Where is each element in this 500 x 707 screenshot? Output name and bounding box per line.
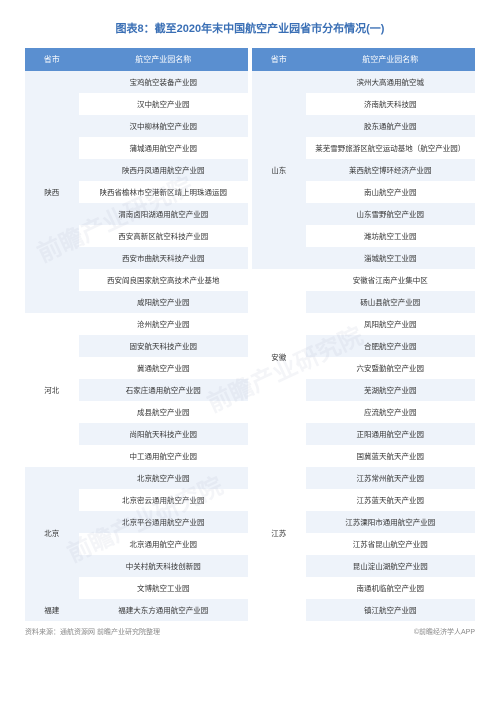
park-name-cell: 汉中航空产业园: [79, 93, 248, 115]
park-name-cell: 福建大东方通用航空产业园: [79, 599, 248, 621]
park-name-cell: 潍坊航空工业园: [306, 225, 475, 247]
park-name-cell: 安徽省江南产业集中区: [306, 269, 475, 291]
park-name-cell: 沧州航空产业园: [79, 313, 248, 335]
park-name-cell: 蒲城通用航空产业园: [79, 137, 248, 159]
right-table: 省市 航空产业园名称 山东滨州大高通用航空城济南航天科技园胶东通航产业园莱芜雪野…: [252, 48, 475, 621]
park-name-cell: 冀通航空产业园: [79, 357, 248, 379]
park-name-cell: 淄城航空工业园: [306, 247, 475, 269]
province-cell: 江苏: [252, 445, 306, 621]
table-row: 安徽安徽省江南产业集中区: [252, 269, 475, 291]
table-row: 福建福建大东方通用航空产业园: [25, 599, 248, 621]
app-credit: ©前瞻经济学人APP: [414, 627, 475, 637]
park-name-cell: 石家庄通用航空产业园: [79, 379, 248, 401]
footer: 资料来源：通航资源网 前瞻产业研究院整理 ©前瞻经济学人APP: [25, 627, 475, 637]
park-name-cell: 成县航空产业园: [79, 401, 248, 423]
left-table: 省市 航空产业园名称 陕西宝鸡航空装备产业园汉中航空产业园汉中柳林航空产业园蒲城…: [25, 48, 248, 621]
park-name-cell: 文博航空工业园: [79, 577, 248, 599]
park-name-cell: 西安阎良国家航空高技术产业基地: [79, 269, 248, 291]
park-name-cell: 芜湖航空产业园: [306, 379, 475, 401]
park-name-cell: 北京密云通用航空产业园: [79, 489, 248, 511]
source-text: 资料来源：通航资源网 前瞻产业研究院整理: [25, 627, 160, 637]
park-name-cell: 汉中柳林航空产业园: [79, 115, 248, 137]
park-name-cell: 合肥航空产业园: [306, 335, 475, 357]
table-row: 陕西宝鸡航空装备产业园: [25, 71, 248, 93]
park-name-cell: 正阳通用航空产业园: [306, 423, 475, 445]
province-cell: 陕西: [25, 71, 79, 313]
park-name-cell: 西安高新区航空科技产业园: [79, 225, 248, 247]
park-name-cell: 凤阳航空产业园: [306, 313, 475, 335]
province-cell: 北京: [25, 467, 79, 599]
park-name-cell: 中关村航天科技创新园: [79, 555, 248, 577]
park-name-cell: 昆山淀山湖航空产业园: [306, 555, 475, 577]
park-name-cell: 山东雪野航空产业园: [306, 203, 475, 225]
park-name-cell: 江苏省昆山航空产业园: [306, 533, 475, 555]
park-name-cell: 咸阳航空产业园: [79, 291, 248, 313]
province-cell: 山东: [252, 71, 306, 269]
park-name-cell: 滨州大高通用航空城: [306, 71, 475, 93]
chart-title: 图表8：截至2020年末中国航空产业园省市分布情况(一): [25, 20, 475, 36]
park-name-cell: 渭南卤阳湖通用航空产业园: [79, 203, 248, 225]
header-parkname: 航空产业园名称: [79, 48, 248, 71]
park-name-cell: 六安暨勤航空产业园: [306, 357, 475, 379]
park-name-cell: 镇江航空产业园: [306, 599, 475, 621]
table-row: 山东滨州大高通用航空城: [252, 71, 475, 93]
park-name-cell: 陕西省榆林市空港新区靖上明珠通运园: [79, 181, 248, 203]
park-name-cell: 陕西丹凤通用航空产业园: [79, 159, 248, 181]
table-row: 北京北京航空产业园: [25, 467, 248, 489]
park-name-cell: 南通机临航空产业园: [306, 577, 475, 599]
park-name-cell: 江苏蓝天航天产业园: [306, 489, 475, 511]
header-province: 省市: [25, 48, 79, 71]
park-name-cell: 南山航空产业园: [306, 181, 475, 203]
park-name-cell: 莱芜雪野旅游区航空运动基地（航空产业园）: [306, 137, 475, 159]
park-name-cell: 砀山县航空产业园: [306, 291, 475, 313]
header-parkname: 航空产业园名称: [306, 48, 475, 71]
province-cell: 安徽: [252, 269, 306, 445]
park-name-cell: 尚阳航天科技产业园: [79, 423, 248, 445]
table-row: 河北沧州航空产业园: [25, 313, 248, 335]
park-name-cell: 江苏常州航天产业园: [306, 467, 475, 489]
park-name-cell: 莱西航空博环经济产业园: [306, 159, 475, 181]
province-cell: 福建: [25, 599, 79, 621]
park-name-cell: 济南航天科技园: [306, 93, 475, 115]
header-province: 省市: [252, 48, 306, 71]
park-name-cell: 中工通用航空产业园: [79, 445, 248, 467]
park-name-cell: 西安市曲航天科技产业园: [79, 247, 248, 269]
park-name-cell: 胶东通航产业园: [306, 115, 475, 137]
park-name-cell: 固安航天科技产业园: [79, 335, 248, 357]
province-cell: 河北: [25, 313, 79, 467]
park-name-cell: 北京通用航空产业园: [79, 533, 248, 555]
table-row: 江苏国冀蓝天航天产业园: [252, 445, 475, 467]
park-name-cell: 国冀蓝天航天产业园: [306, 445, 475, 467]
park-name-cell: 宝鸡航空装备产业园: [79, 71, 248, 93]
park-name-cell: 江苏溧阳市通用航空产业园: [306, 511, 475, 533]
park-name-cell: 北京平谷通用航空产业园: [79, 511, 248, 533]
tables-container: 省市 航空产业园名称 陕西宝鸡航空装备产业园汉中航空产业园汉中柳林航空产业园蒲城…: [25, 48, 475, 621]
park-name-cell: 应流航空产业园: [306, 401, 475, 423]
park-name-cell: 北京航空产业园: [79, 467, 248, 489]
